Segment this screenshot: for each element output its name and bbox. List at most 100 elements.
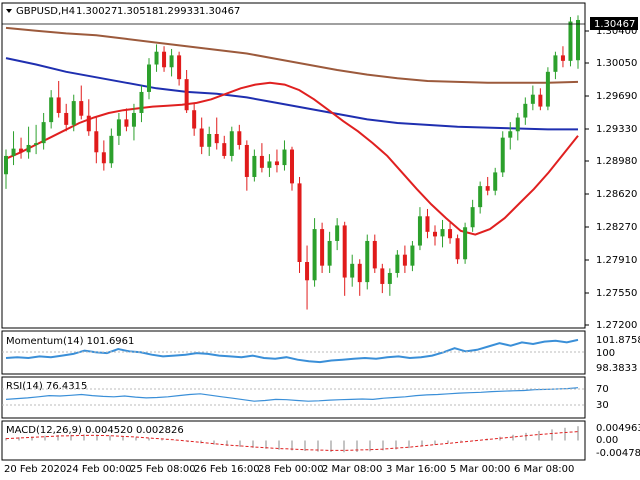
candle-body [267,161,272,168]
candle-body [79,101,84,116]
bear-candle [19,137,24,159]
bear-candle [184,70,189,113]
bear-candle [448,222,453,244]
candle-body [312,229,317,281]
candle-body [440,229,445,237]
bull-candle [530,85,535,111]
bear-candle [560,46,565,68]
bull-candle [71,94,76,132]
candle-body [101,152,106,164]
bull-candle [500,131,505,177]
bear-candle [274,149,279,173]
time-tick: 6 Mar 08:00 [514,464,574,475]
bull-candle [545,67,550,111]
candle-body [282,149,287,166]
current-price-label: 1.30467 [594,19,635,30]
candle-body [34,143,39,145]
candle-body [199,128,204,147]
macd-panel[interactable] [1,420,586,461]
candle-body [410,245,415,266]
candle-body [395,254,400,273]
candle-body [417,216,422,246]
candle-body [327,240,332,266]
candle-body [207,134,212,147]
bear-candle [305,245,310,310]
bear-candle [222,135,227,159]
rsi-tick: 70 [596,384,609,395]
candle-body [515,117,520,132]
bull-candle [493,167,498,196]
open-value: 1.30027 [76,6,117,17]
bull-candle [116,112,121,145]
time-tick: 24 Feb 00:00 [66,464,132,475]
momentum-line [5,338,579,364]
sma-fast-line [5,81,579,236]
price-tick: 1.28980 [596,156,637,167]
bear-candle [433,225,437,246]
price-tick: 1.27910 [596,255,637,266]
bull-candle [267,154,272,177]
bear-candle [86,99,91,136]
momentum-tick: 98.3833 [596,363,637,374]
candle-body [387,272,392,284]
bear-candle [79,85,84,120]
candle-body [131,112,136,127]
bull-candle [568,16,573,67]
candle-body [274,161,279,166]
candle-body [448,229,453,239]
candle-body [568,21,573,61]
bull-candle [395,250,400,278]
collapse-triangle-icon[interactable] [6,9,12,13]
price-tick: 1.28620 [596,189,637,200]
time-tick: 20 Feb 2020 [4,464,66,475]
bull-candle [417,207,422,251]
time-tick: 3 Mar 16:00 [386,464,446,475]
candle-body [470,207,475,228]
bull-candle [365,234,370,290]
macd-tick: 0.004963 [596,423,640,434]
bear-candle [320,222,325,273]
high-value: 1.30518 [117,6,158,17]
candle-body [26,144,31,153]
candle-body [64,112,69,125]
candle-body [485,186,490,191]
bear-candle [177,51,182,86]
candle-body [124,119,129,127]
bull-candle [410,240,415,272]
momentum-plot [5,338,579,364]
bear-candle [259,143,264,173]
macd-plot [5,426,579,453]
candle-body [493,172,498,191]
rsi-panel[interactable] [1,376,586,419]
current-price-box [590,17,638,30]
bear-candle [237,124,242,150]
bear-candle [290,146,294,191]
sma-slow-line [5,26,579,84]
candle-body [433,231,437,237]
candle-body [116,119,121,136]
price-tick: 1.27200 [596,320,637,331]
candle-body [154,51,159,65]
candle-body [41,122,46,144]
bull-candle [350,254,355,287]
price-tick: 1.30050 [596,58,637,69]
bear-candle [297,176,302,273]
momentum-title: Momentum(14) 101.6961 [6,336,134,347]
bull-candle [440,219,445,248]
candle-body [162,51,167,68]
bull-candle [523,97,528,125]
candle-body [342,225,347,278]
bear-candle [94,117,99,164]
candle-body [530,94,535,104]
candle-body [71,101,76,125]
candle-body [184,79,189,111]
candle-body [252,155,257,177]
close-value: 1.30467 [199,6,240,17]
price-tick: 1.29690 [596,91,637,102]
bear-candle [124,108,129,132]
bear-candle [64,103,69,132]
bull-candle [312,218,317,287]
bull-candle [335,218,340,251]
candle-body [4,155,8,175]
